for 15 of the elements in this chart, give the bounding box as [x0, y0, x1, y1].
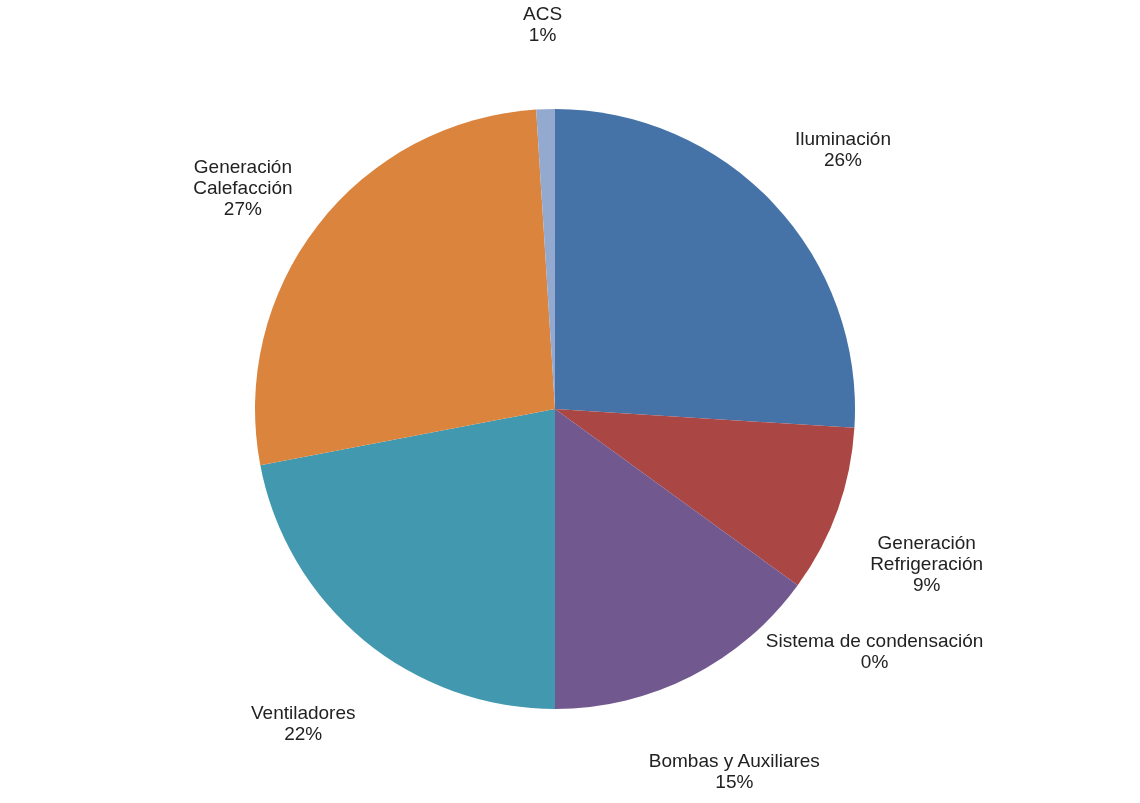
data-label: 27%	[223, 197, 263, 219]
category-label: Sistema de condensación	[765, 630, 984, 652]
data-label: 9%	[912, 573, 941, 595]
data-label: 26%	[823, 148, 863, 170]
slice-label: Bombas y Auxiliares	[648, 749, 820, 771]
data-label: 15%	[715, 770, 754, 792]
slice-label: Ventiladores	[250, 702, 356, 724]
slice-label: ACS	[523, 3, 563, 25]
data-label: 1%	[528, 24, 557, 46]
slice-label: Iluminación	[794, 127, 891, 149]
data-label: 22%	[284, 723, 323, 745]
pie-slice	[555, 409, 855, 586]
text: 0%	[860, 651, 889, 673]
slice-label: Generación Calefacción	[193, 155, 293, 198]
slice-label: Generación Refrigeración	[870, 531, 984, 574]
